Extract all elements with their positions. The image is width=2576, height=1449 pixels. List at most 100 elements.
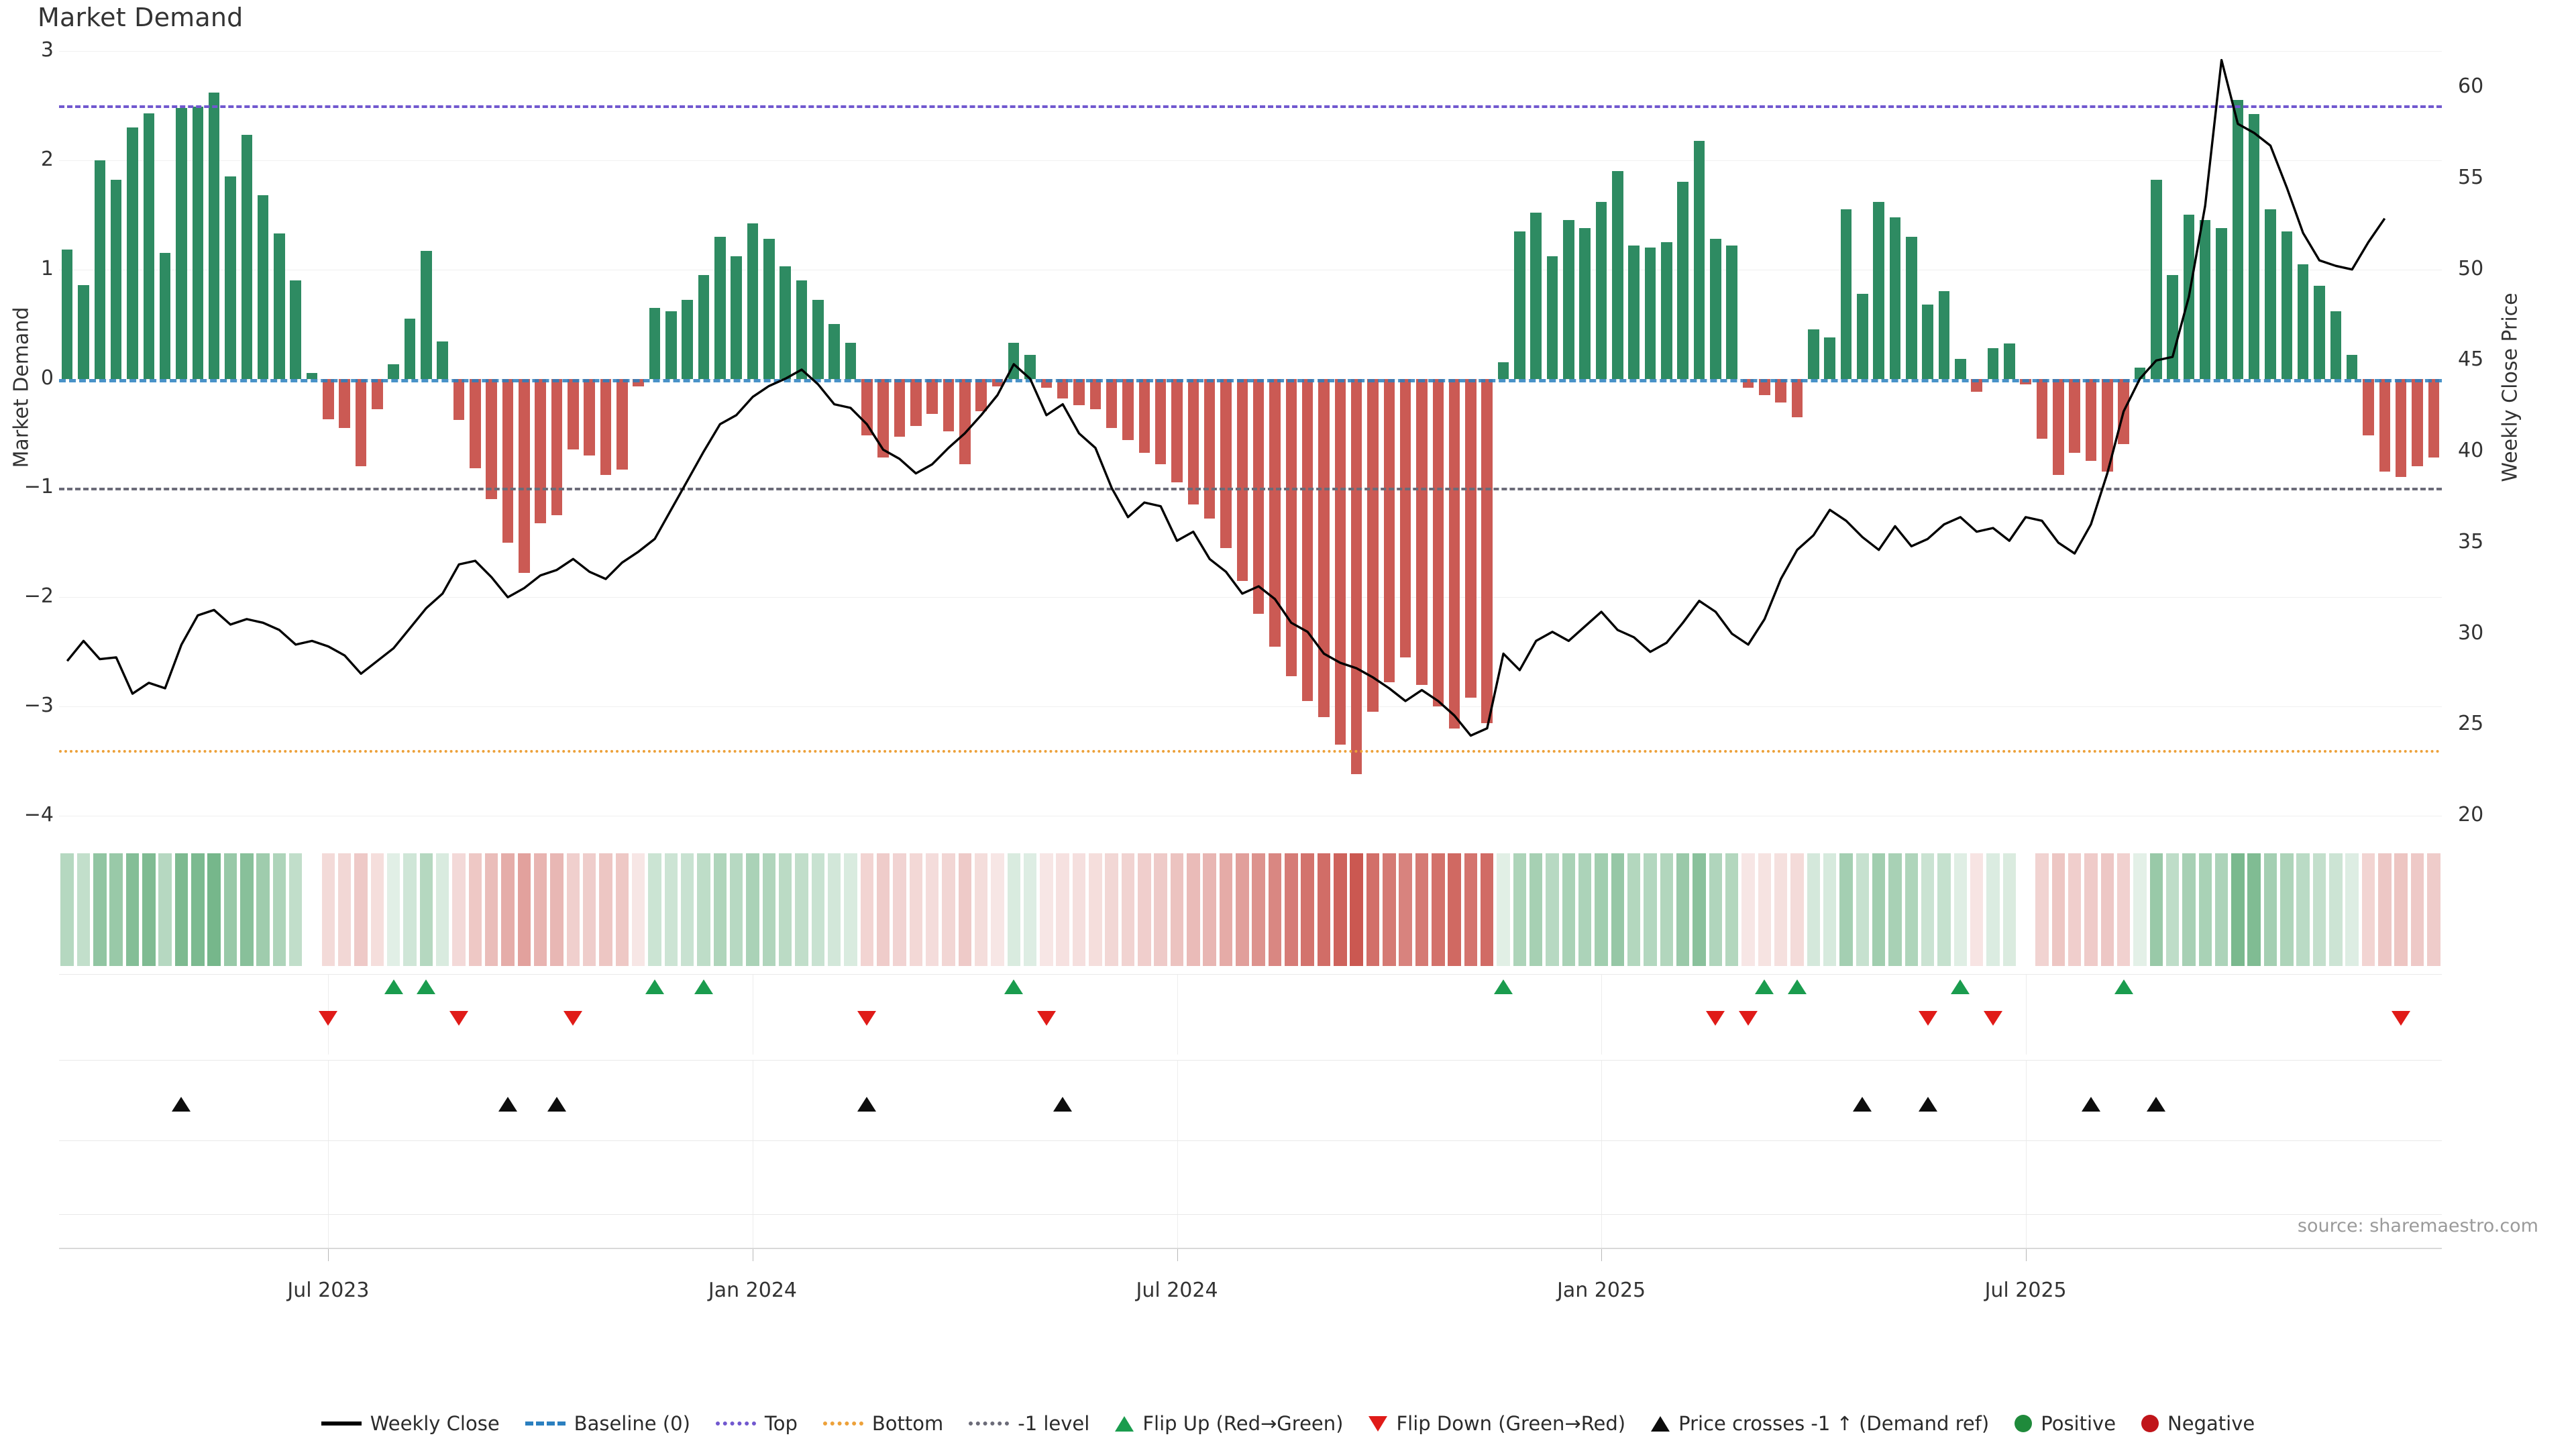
demand-bar-positive <box>2150 180 2162 379</box>
heatmap-cell <box>484 853 498 966</box>
heatmap-cell <box>729 853 743 966</box>
flip-up-marker <box>2114 979 2133 994</box>
demand-bar-positive <box>2265 209 2276 379</box>
flip-up-marker <box>1004 979 1024 994</box>
flip-down-marker <box>1706 1011 1725 1026</box>
demand-bar-negative <box>1399 378 1411 657</box>
legend-item[interactable]: Flip Down (Green→Red) <box>1368 1412 1625 1435</box>
demand-bar-negative <box>584 378 595 455</box>
y-axis-right-tick: 45 <box>2458 347 2484 372</box>
demand-bar-negative <box>1089 378 1102 410</box>
flip-up-marker <box>1494 979 1513 994</box>
legend-item[interactable]: -1 level <box>969 1412 1089 1435</box>
heatmap-cell <box>1790 853 1804 966</box>
x-axis-tick-mark <box>1177 1248 1178 1261</box>
heatmap-panel <box>59 853 2442 966</box>
heatmap-cell <box>958 853 971 966</box>
y-axis-right-tick: 35 <box>2458 529 2484 553</box>
demand-bar-positive <box>110 180 122 379</box>
demand-bar-negative <box>1057 378 1069 398</box>
demand-bar-positive <box>2199 220 2211 379</box>
legend-item[interactable]: Negative <box>2141 1412 2255 1435</box>
heatmap-cell <box>713 853 727 966</box>
demand-bar-positive <box>257 195 269 379</box>
demand-bar-positive <box>812 300 824 379</box>
heatmap-cell <box>664 853 678 966</box>
heatmap-cell <box>109 853 123 966</box>
dotted-line-icon <box>715 1421 756 1426</box>
heatmap-cell <box>1138 853 1151 966</box>
flip-down-marker <box>319 1011 338 1026</box>
demand-bar-positive <box>404 319 416 379</box>
demand-bar-negative <box>339 378 350 428</box>
demand-bar-negative <box>1301 378 1313 701</box>
demand-bar-negative <box>877 378 889 458</box>
legend-item[interactable]: Baseline (0) <box>525 1412 690 1435</box>
heatmap-cell <box>827 853 841 966</box>
demand-bar-negative <box>2036 378 2048 439</box>
legend-item[interactable]: Weekly Close <box>321 1412 500 1435</box>
triangle-down-icon <box>1368 1415 1388 1432</box>
demand-bar-negative <box>1187 378 1199 504</box>
heatmap-cell <box>142 853 156 966</box>
demand-bar-positive <box>274 233 285 379</box>
demand-bar-negative <box>959 378 971 464</box>
price-cross-marker <box>498 1097 518 1112</box>
heatmap-cell <box>1725 853 1739 966</box>
x-axis-tick-label: Jan 2024 <box>708 1279 798 1302</box>
demand-bar-negative <box>1448 378 1460 729</box>
demand-bar-negative <box>1138 378 1150 453</box>
demand-bar-negative <box>1220 378 1232 548</box>
heatmap-cell <box>1203 853 1216 966</box>
heatmap-cell <box>2051 853 2065 966</box>
demand-bar-negative <box>2085 378 2097 461</box>
demand-bar-positive <box>1955 359 1966 379</box>
demand-bar-negative <box>1285 378 1297 676</box>
dotted-line-icon <box>969 1421 1010 1426</box>
panel-divider <box>59 1060 2442 1061</box>
legend-item[interactable]: Price crosses -1 ↑ (Demand ref) <box>1651 1412 1989 1435</box>
demand-bar-positive <box>763 239 775 379</box>
demand-bar-negative <box>2428 378 2440 458</box>
demand-bar-positive <box>747 223 759 379</box>
flip-down-marker <box>857 1011 877 1026</box>
heatmap-cell <box>240 853 254 966</box>
heatmap-cell <box>2247 853 2261 966</box>
gridline <box>59 160 2442 161</box>
demand-bar-positive <box>796 280 808 379</box>
price-cross-marker <box>1053 1097 1073 1112</box>
weekly-close-line <box>66 58 2386 737</box>
heatmap-cell <box>991 853 1004 966</box>
demand-bar-negative <box>616 378 628 470</box>
heatmap-cell <box>1904 853 1919 966</box>
heatmap-cell <box>2084 853 2098 966</box>
legend-item[interactable]: Bottom <box>822 1412 943 1435</box>
heatmap-cell <box>452 853 466 966</box>
heatmap-cell <box>354 853 368 966</box>
demand-bar-negative <box>1171 378 1183 483</box>
flip-up-marker <box>694 979 713 994</box>
heatmap-cell <box>1644 853 1657 966</box>
legend-item[interactable]: Flip Up (Red→Green) <box>1115 1412 1343 1435</box>
demand-bar-negative <box>991 378 1004 386</box>
panel-divider <box>59 974 2442 975</box>
heatmap-cell <box>2296 853 2310 966</box>
legend-item[interactable]: Top <box>715 1412 798 1435</box>
demand-bar-negative <box>1759 378 1770 395</box>
heatmap-cell <box>1334 853 1347 966</box>
x-axis-line <box>59 1248 2442 1249</box>
heatmap-cell <box>1513 853 1527 966</box>
demand-bar-negative <box>1465 378 1477 698</box>
dotted-line-icon <box>822 1421 863 1426</box>
legend-item[interactable]: Positive <box>2015 1412 2116 1435</box>
x-axis-tick-label: Jan 2025 <box>1556 1279 1646 1302</box>
price-cross-marker <box>857 1097 877 1112</box>
vertical-gridline <box>2025 1060 2027 1140</box>
demand-bar-negative <box>486 378 497 499</box>
price-cross-marker <box>172 1097 191 1112</box>
demand-bar-positive <box>421 251 432 379</box>
reference-line-bottom <box>59 750 2442 753</box>
demand-bar-positive <box>1661 242 1672 379</box>
demand-bar-negative <box>535 378 546 523</box>
demand-bar-negative <box>551 378 563 516</box>
